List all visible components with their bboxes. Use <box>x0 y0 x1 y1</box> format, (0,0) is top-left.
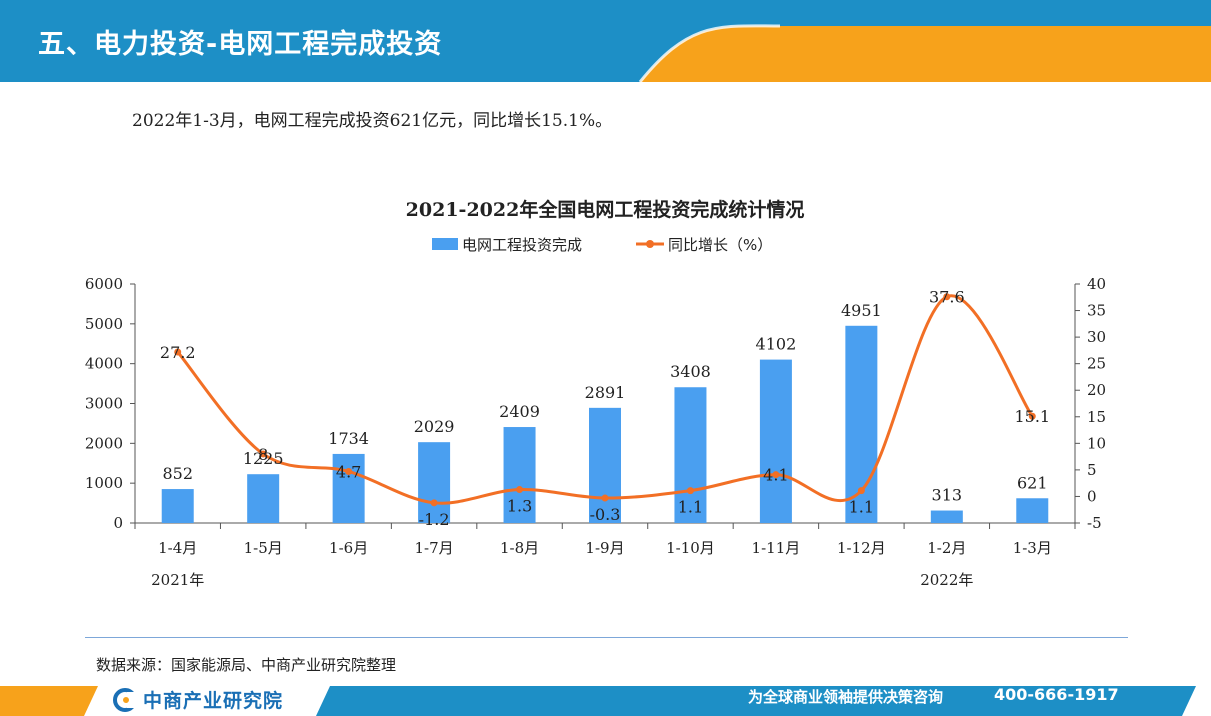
growth-line <box>176 294 1034 505</box>
growth-marker <box>516 486 524 494</box>
growth-value-label: 27.2 <box>160 343 196 362</box>
x-category-label: 1-7月 <box>415 539 454 557</box>
bar <box>418 442 451 523</box>
x-category-label: 1-10月 <box>666 539 715 557</box>
x-category-label: 1-8月 <box>500 539 539 557</box>
y-right-tick-label: 25 <box>1087 355 1106 373</box>
footer-logo-text: 中商产业研究院 <box>143 690 284 712</box>
bar <box>759 359 792 523</box>
y-right-tick-label: -5 <box>1087 514 1102 532</box>
legend-line-marker <box>646 240 654 248</box>
y-right-tick-label: 0 <box>1087 487 1097 505</box>
growth-value-label: 37.6 <box>929 288 965 307</box>
company-logo-icon <box>113 687 137 712</box>
y-left-tick-label: 2000 <box>85 434 123 452</box>
bar <box>161 489 194 523</box>
bar <box>930 510 963 523</box>
bar-value-label: 2891 <box>585 383 626 402</box>
growth-marker <box>943 293 951 301</box>
y-right-tick-label: 10 <box>1087 434 1106 452</box>
header-background <box>0 0 1211 82</box>
y-right-tick-label: 30 <box>1087 328 1106 346</box>
x-year-label: 2022年 <box>920 571 973 589</box>
y-left-tick-label: 5000 <box>85 315 123 333</box>
growth-value-label: 1.1 <box>849 498 874 517</box>
y-right-tick-label: 40 <box>1087 275 1106 293</box>
bar <box>674 387 707 523</box>
growth-marker <box>601 494 609 502</box>
chart-title: 2021-2022年全国电网工程投资完成统计情况 <box>406 198 805 221</box>
x-category-label: 1-12月 <box>837 539 886 557</box>
growth-marker <box>772 471 780 479</box>
growth-marker <box>857 487 865 495</box>
growth-marker <box>259 450 267 458</box>
page-title: 五、电力投资-电网工程完成投资 <box>38 29 443 60</box>
x-year-label: 2021年 <box>151 571 204 589</box>
x-category-label: 1-11月 <box>752 539 801 557</box>
footer-logo: 中商产业研究院 <box>113 686 283 713</box>
x-category-label: 1-3月 <box>1013 539 1052 557</box>
y-left-tick-label: 3000 <box>85 395 123 413</box>
bar <box>247 474 280 523</box>
footer-slogan: 为全球商业领袖提供决策咨询 <box>748 688 944 706</box>
bar-value-label: 2409 <box>499 402 540 421</box>
growth-marker <box>174 348 182 356</box>
growth-value-label: -0.3 <box>590 505 621 524</box>
x-category-label: 1-5月 <box>244 539 283 557</box>
growth-marker <box>1028 412 1036 420</box>
growth-value-label: 8 <box>258 445 268 464</box>
bar-value-label: 621 <box>1017 473 1048 492</box>
bar-value-label: 4951 <box>841 301 882 320</box>
y-right-tick-label: 5 <box>1087 461 1097 479</box>
legend-line-label: 同比增长（%） <box>668 236 772 254</box>
growth-value-label: 1.1 <box>678 498 703 517</box>
x-category-label: 1-2月 <box>927 539 966 557</box>
x-category-label: 1-6月 <box>329 539 368 557</box>
bar-value-label: 1734 <box>328 429 369 448</box>
bar <box>589 407 621 523</box>
bar-value-label: 3408 <box>670 362 711 381</box>
growth-value-label: -1.2 <box>419 510 450 529</box>
y-left-tick-label: 0 <box>113 514 123 532</box>
bar <box>332 453 365 523</box>
legend-bar-swatch <box>432 238 458 250</box>
x-category-label: 1-9月 <box>585 539 624 557</box>
y-right-tick-label: 35 <box>1087 302 1106 320</box>
growth-value-label: 15.1 <box>1014 407 1050 426</box>
bar-value-label: 2029 <box>414 417 455 436</box>
growth-value-label: 1.3 <box>507 497 532 516</box>
growth-marker <box>430 499 438 507</box>
bar-value-label: 1225 <box>243 449 284 468</box>
y-left-tick-label: 1000 <box>85 474 123 492</box>
growth-marker <box>345 467 353 475</box>
growth-value-label: 4.7 <box>336 462 361 481</box>
header-banner: 五、电力投资-电网工程完成投资 <box>0 0 1211 82</box>
footer-background <box>0 686 1196 716</box>
y-left-tick-label: 4000 <box>85 355 123 373</box>
footer-phone: 400-666-1917 <box>994 685 1119 704</box>
bar-value-label: 4102 <box>756 335 797 354</box>
growth-value-label: 4.1 <box>763 466 788 485</box>
data-source: 数据来源：国家能源局、中商产业研究院整理 <box>96 656 397 674</box>
y-right-tick-label: 20 <box>1087 381 1106 399</box>
bar-value-label: 852 <box>162 464 193 483</box>
bar-value-label: 313 <box>932 486 963 505</box>
summary-text: 2022年1-3月，电网工程完成投资621亿元，同比增长15.1%。 <box>132 111 613 131</box>
bar <box>1016 498 1049 523</box>
legend-bar-label: 电网工程投资完成 <box>462 236 582 254</box>
bar <box>503 427 536 523</box>
investment-chart: 2021-2022年全国电网工程投资完成统计情况电网工程投资完成 同比增长（%） 0… <box>0 180 1211 610</box>
y-right-tick-label: 15 <box>1087 408 1106 426</box>
x-category-label: 1-4月 <box>158 539 197 557</box>
y-left-tick-label: 6000 <box>85 275 123 293</box>
divider-line <box>85 637 1128 638</box>
footer-bar <box>0 682 1211 716</box>
growth-marker <box>686 487 694 495</box>
